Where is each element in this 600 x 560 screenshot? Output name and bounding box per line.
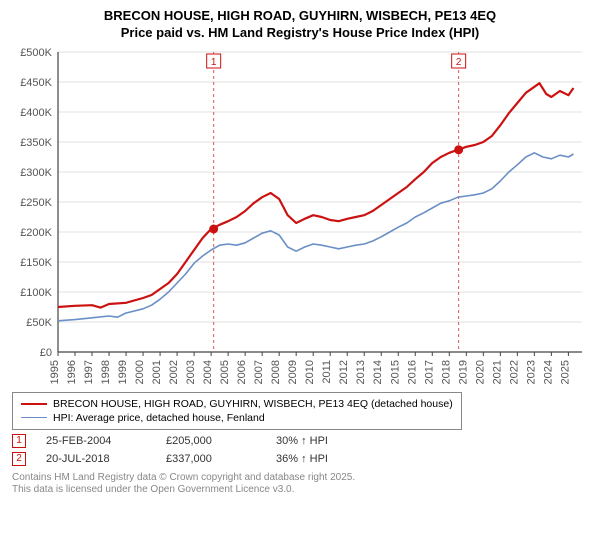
transaction-list: 1 25-FEB-2004 £205,000 30% ↑ HPI 2 20-JUL-201…: [12, 434, 588, 466]
svg-text:2017: 2017: [423, 360, 435, 384]
svg-text:2008: 2008: [270, 360, 282, 384]
chart-svg: £0 £50K £100K £150K £200K £250K £300K £350K £400…: [12, 48, 588, 388]
svg-text:2002: 2002: [168, 360, 180, 384]
svg-text:2011: 2011: [321, 360, 333, 384]
svg-text:2024: 2024: [542, 360, 554, 384]
svg-text:1: 1: [211, 57, 217, 68]
svg-text:2003: 2003: [185, 360, 197, 384]
transaction-row: 2 20-JUL-2018 £337,000 36% ↑ HPI: [12, 452, 588, 466]
svg-text:£100K: £100K: [20, 287, 52, 299]
transaction-marker: 2: [12, 452, 26, 466]
svg-text:2007: 2007: [253, 360, 265, 384]
svg-text:2023: 2023: [525, 360, 537, 384]
svg-text:1996: 1996: [66, 360, 78, 384]
transaction-price: £337,000: [166, 453, 256, 465]
transaction-date: 25-FEB-2004: [46, 435, 146, 447]
transaction-date: 20-JUL-2018: [46, 453, 146, 465]
svg-text:2016: 2016: [406, 360, 418, 384]
svg-text:2020: 2020: [474, 360, 486, 384]
svg-text:2009: 2009: [287, 360, 299, 384]
svg-text:2012: 2012: [338, 360, 350, 384]
svg-text:2018: 2018: [440, 360, 452, 384]
attribution-line-1: Contains HM Land Registry data © Crown c…: [12, 472, 588, 484]
transaction-delta: 30% ↑ HPI: [276, 435, 328, 447]
svg-text:2006: 2006: [236, 360, 248, 384]
svg-text:1998: 1998: [100, 360, 112, 384]
svg-text:2019: 2019: [457, 360, 469, 384]
title-line-2: Price paid vs. HM Land Registry's House …: [12, 25, 588, 42]
svg-text:2010: 2010: [304, 360, 316, 384]
transaction-marker: 1: [12, 434, 26, 448]
legend-label-2: HPI: Average price, detached house, Fenl…: [53, 412, 265, 424]
svg-text:£300K: £300K: [20, 167, 52, 179]
legend: BRECON HOUSE, HIGH ROAD, GUYHIRN, WISBEC…: [12, 392, 462, 430]
transaction-price: £205,000: [166, 435, 256, 447]
svg-text:1997: 1997: [83, 360, 95, 384]
svg-text:£400K: £400K: [20, 107, 52, 119]
svg-text:£250K: £250K: [20, 197, 52, 209]
transaction-delta: 36% ↑ HPI: [276, 453, 328, 465]
svg-text:2004: 2004: [202, 360, 214, 384]
svg-text:2021: 2021: [491, 360, 503, 384]
svg-text:2: 2: [456, 57, 462, 68]
chart-title: BRECON HOUSE, HIGH ROAD, GUYHIRN, WISBEC…: [12, 8, 588, 42]
legend-swatch-1: [21, 403, 47, 405]
legend-label-1: BRECON HOUSE, HIGH ROAD, GUYHIRN, WISBEC…: [53, 398, 453, 410]
svg-text:2022: 2022: [508, 360, 520, 384]
svg-text:2005: 2005: [219, 360, 231, 384]
svg-text:2014: 2014: [372, 360, 384, 384]
svg-text:£350K: £350K: [20, 137, 52, 149]
svg-text:2025: 2025: [559, 360, 571, 384]
svg-text:£50K: £50K: [26, 317, 52, 329]
svg-text:£0: £0: [40, 347, 52, 359]
svg-text:2001: 2001: [151, 360, 163, 384]
svg-text:1999: 1999: [117, 360, 129, 384]
svg-text:2000: 2000: [134, 360, 146, 384]
attribution-line-2: This data is licensed under the Open Gov…: [12, 484, 588, 496]
attribution: Contains HM Land Registry data © Crown c…: [12, 472, 588, 496]
legend-swatch-2: [21, 417, 47, 418]
svg-text:£450K: £450K: [20, 77, 52, 89]
svg-text:£500K: £500K: [20, 48, 52, 59]
svg-text:£150K: £150K: [20, 257, 52, 269]
title-line-1: BRECON HOUSE, HIGH ROAD, GUYHIRN, WISBEC…: [12, 8, 588, 25]
legend-row-1: BRECON HOUSE, HIGH ROAD, GUYHIRN, WISBEC…: [21, 397, 453, 411]
svg-text:2015: 2015: [389, 360, 401, 384]
chart: £0 £50K £100K £150K £200K £250K £300K £350K £400…: [12, 48, 588, 388]
svg-text:1995: 1995: [49, 360, 61, 384]
legend-row-2: HPI: Average price, detached house, Fenl…: [21, 411, 453, 425]
svg-text:£200K: £200K: [20, 227, 52, 239]
transaction-row: 1 25-FEB-2004 £205,000 30% ↑ HPI: [12, 434, 588, 448]
svg-text:2013: 2013: [355, 360, 367, 384]
